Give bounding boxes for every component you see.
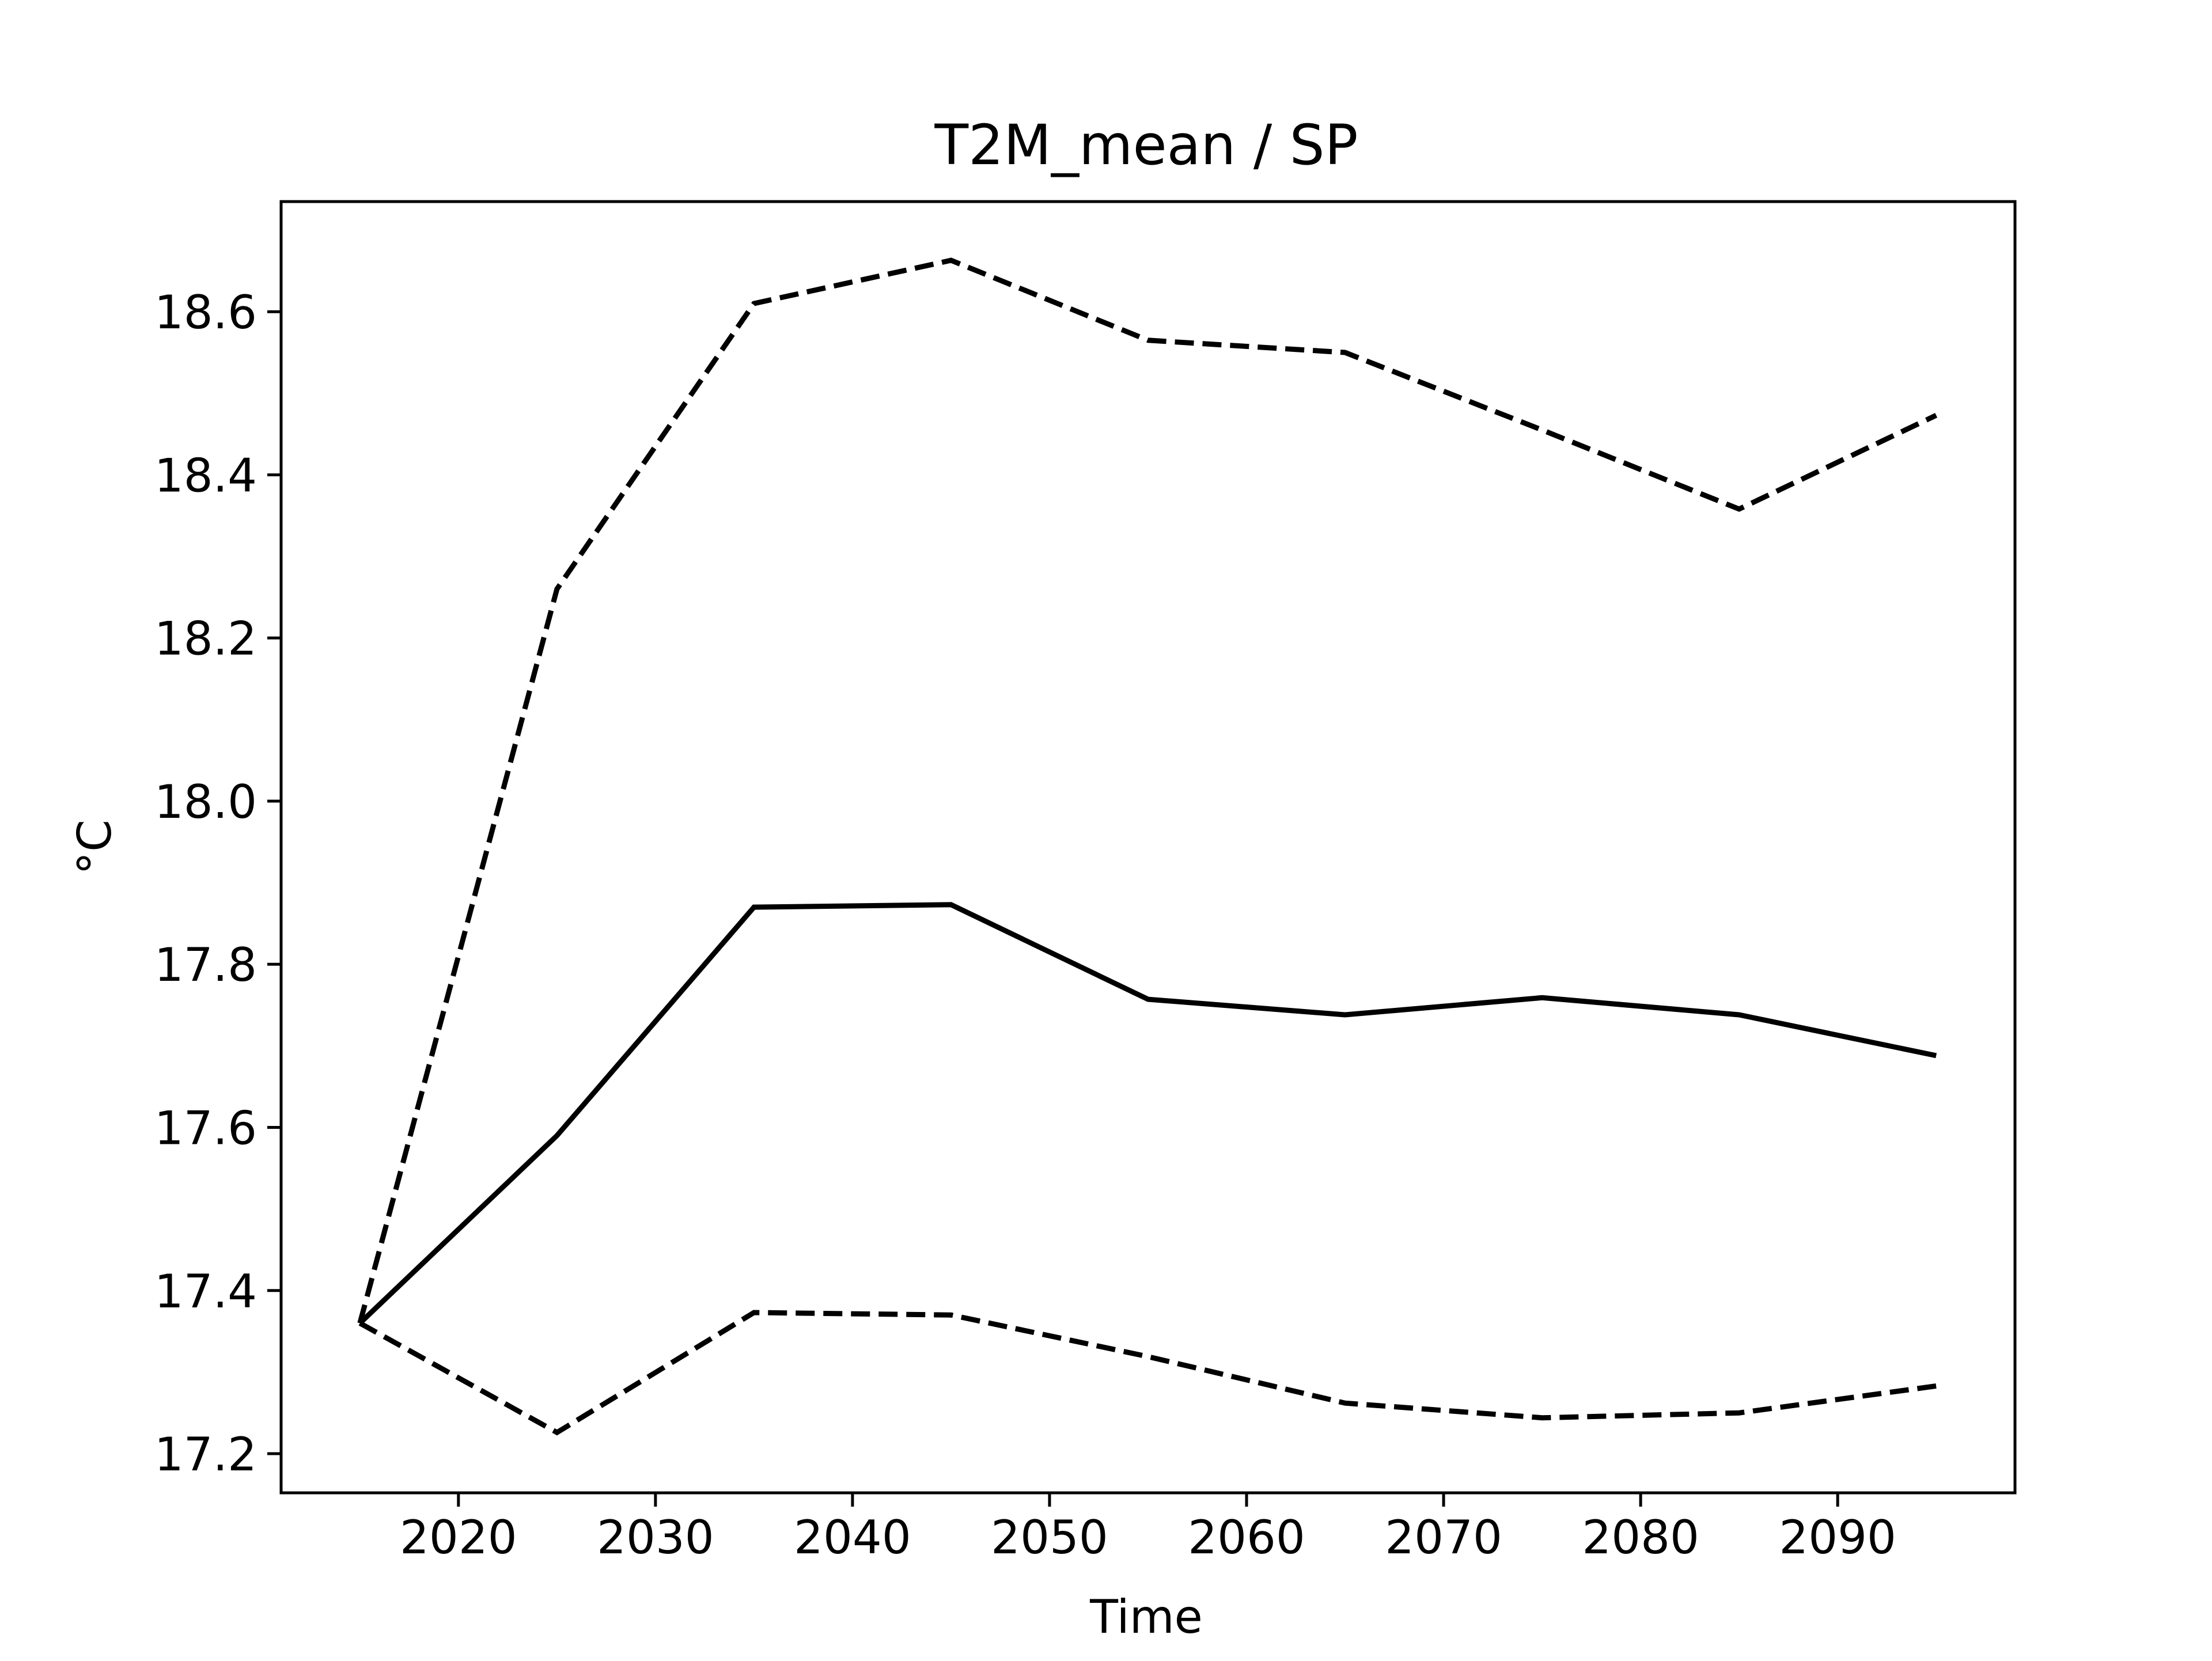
y-tick-label: 17.2	[154, 1428, 257, 1481]
y-tick-label: 18.6	[154, 286, 257, 339]
x-tick-label: 2080	[1582, 1511, 1699, 1564]
chart-title: T2M_mean / SP	[934, 113, 1358, 177]
y-tick-label: 18.4	[154, 449, 257, 502]
x-tick-label: 2050	[991, 1511, 1108, 1564]
dashed-series-line-1	[357, 257, 1938, 1324]
y-axis: 17.2 17.4 17.6 17.8 18.0 18.2 18.4 18.6	[154, 286, 281, 1481]
y-tick-label: 17.6	[154, 1101, 257, 1155]
y-tick-label: 18.2	[154, 612, 257, 666]
x-tick-label: 2040	[794, 1511, 911, 1564]
x-tick-label: 2090	[1779, 1511, 1896, 1564]
y-tick-label: 17.4	[154, 1265, 257, 1318]
x-tick-label: 2070	[1385, 1511, 1502, 1564]
x-tick-label: 2060	[1188, 1511, 1305, 1564]
y-tick-label: 17.8	[154, 938, 257, 992]
axes-frame	[279, 200, 2017, 1495]
x-axis: 2020 2030 2040 2050 2060 2070 2080 2090	[400, 1493, 1896, 1564]
x-tick-label: 2030	[597, 1511, 714, 1564]
y-tick-label: 18.0	[154, 775, 257, 829]
x-tick-label: 2020	[400, 1511, 517, 1564]
series-layer	[357, 257, 1938, 1436]
y-axis-label: °C	[68, 820, 122, 875]
dashed-series-line-2	[358, 1310, 1937, 1436]
solid-series-line	[358, 902, 1937, 1325]
x-axis-label: Time	[1089, 1590, 1203, 1644]
